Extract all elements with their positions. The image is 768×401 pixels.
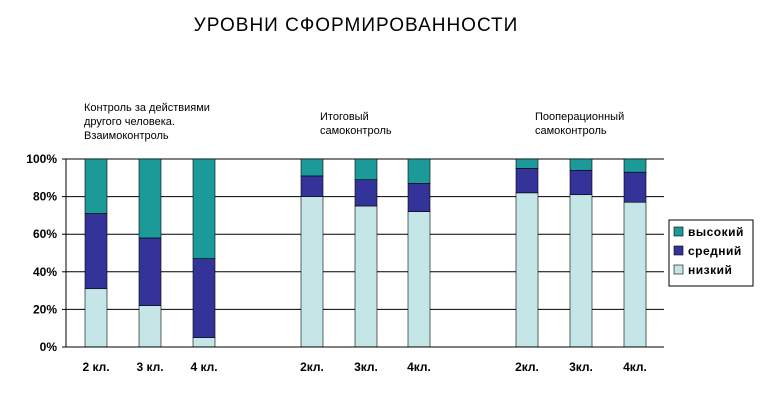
bar-segment-средний bbox=[623, 171, 647, 203]
bar-segment-средний bbox=[569, 169, 593, 196]
bar-segment-средний bbox=[300, 175, 324, 197]
bar-segment-средний bbox=[354, 179, 378, 207]
bar-segment-низкий bbox=[84, 288, 108, 348]
group-label: Итоговый самоконтроль bbox=[320, 111, 392, 137]
group-labels: Контроль за действиями другого человека. В… bbox=[84, 102, 624, 142]
bar-segment-средний bbox=[192, 258, 216, 338]
bar-segment-низкий bbox=[515, 192, 539, 348]
chart-title: УРОВНИ СФОРМИРОВАННОСТИ bbox=[194, 15, 519, 36]
y-tick-label: 0% bbox=[40, 340, 58, 354]
y-tick-label: 100% bbox=[26, 152, 57, 166]
y-axis-ticks: 0% 20% 40% 60% 80% 100% bbox=[26, 152, 66, 354]
legend-swatch bbox=[673, 264, 684, 275]
legend-label: низкий bbox=[688, 263, 732, 277]
bar-segment-низкий bbox=[569, 194, 593, 348]
bar-segment-высокий bbox=[300, 158, 324, 177]
x-tick-label: 2 кл. bbox=[82, 360, 109, 374]
y-tick-label: 80% bbox=[33, 190, 57, 204]
bar-segment-низкий bbox=[623, 201, 647, 348]
legend-swatch bbox=[673, 226, 684, 237]
x-tick-label: 3 кл. bbox=[136, 360, 163, 374]
legend: высокий средний низкий bbox=[668, 219, 754, 287]
group-label-line: самоконтроль bbox=[320, 125, 392, 137]
x-axis-ticks: 2 кл. 3 кл. 4 кл. 2кл. 3кл. 4кл. 2кл. 3кл. 4кл. bbox=[82, 360, 646, 374]
bar-segment-высокий bbox=[515, 158, 539, 169]
x-tick-label: 4кл. bbox=[407, 360, 431, 374]
x-tick-label: 2кл. bbox=[515, 360, 539, 374]
stacked-bar bbox=[138, 158, 162, 348]
legend-item: средний bbox=[673, 244, 742, 258]
group-label-line: другого человека. bbox=[84, 116, 175, 128]
bar-segment-низкий bbox=[300, 196, 324, 348]
x-tick-label: 4кл. bbox=[623, 360, 647, 374]
group-label-line: самоконтроль bbox=[535, 125, 607, 137]
group-label-line: Пооперационный bbox=[535, 111, 624, 123]
stacked-bar bbox=[84, 158, 108, 348]
legend-swatch bbox=[673, 245, 684, 256]
stacked-bar bbox=[192, 158, 216, 348]
bar-segment-низкий bbox=[138, 305, 162, 348]
bar-segment-высокий bbox=[407, 158, 431, 184]
bar-segment-высокий bbox=[354, 158, 378, 180]
bar-segment-средний bbox=[515, 168, 539, 194]
bar-segment-средний bbox=[138, 237, 162, 306]
stacked-bar bbox=[569, 158, 593, 348]
stacked-bar bbox=[354, 158, 378, 348]
x-tick-label: 4 кл. bbox=[190, 360, 217, 374]
bar-segment-высокий bbox=[192, 158, 216, 259]
x-tick-label: 3кл. bbox=[569, 360, 593, 374]
bar-segment-высокий bbox=[623, 158, 647, 173]
group-label-line: Итоговый bbox=[320, 111, 369, 123]
y-tick-label: 20% bbox=[33, 302, 57, 316]
axes bbox=[65, 159, 664, 348]
bar-segment-высокий bbox=[84, 158, 108, 214]
x-tick-label: 2кл. bbox=[300, 360, 324, 374]
bar-segment-высокий bbox=[138, 158, 162, 239]
stacked-bar bbox=[623, 158, 647, 348]
stacked-bar bbox=[407, 158, 431, 348]
bar-segment-средний bbox=[407, 183, 431, 212]
stacked-bar bbox=[515, 158, 539, 348]
legend-label: средний bbox=[688, 244, 742, 258]
bar-segment-средний bbox=[84, 213, 108, 290]
bars bbox=[84, 158, 647, 348]
legend-item: высокий bbox=[673, 225, 744, 239]
group-label: Контроль за действиями другого человека. В… bbox=[84, 102, 210, 142]
bar-segment-низкий bbox=[407, 211, 431, 348]
legend-item: низкий bbox=[673, 263, 732, 277]
legend-label: высокий bbox=[688, 225, 744, 239]
bar-segment-низкий bbox=[192, 337, 216, 348]
bar-segment-низкий bbox=[354, 205, 378, 348]
group-label-line: Контроль за действиями bbox=[84, 102, 210, 114]
y-tick-label: 40% bbox=[33, 265, 57, 279]
bar-segment-высокий bbox=[569, 158, 593, 171]
group-label-line: Взаимоконтроль bbox=[84, 130, 169, 142]
y-tick-label: 60% bbox=[33, 227, 57, 241]
stacked-bar bbox=[300, 158, 324, 348]
group-label: Пооперационный самоконтроль bbox=[535, 111, 624, 137]
x-tick-label: 3кл. bbox=[354, 360, 378, 374]
